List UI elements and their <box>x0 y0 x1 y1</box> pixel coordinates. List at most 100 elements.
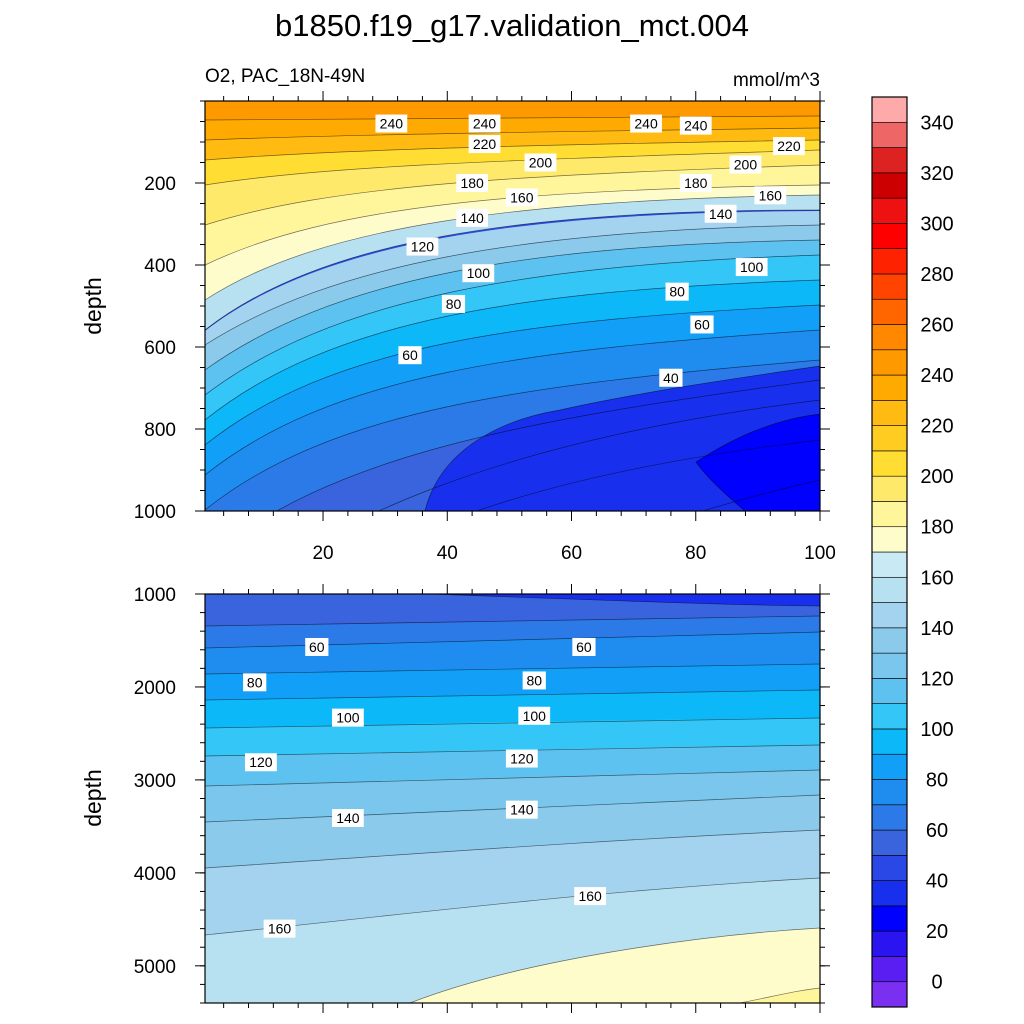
contour-label-text: 120 <box>411 239 435 255</box>
contour-line <box>695 413 820 511</box>
y-tick-label: 5000 <box>134 957 176 978</box>
contour-label-text: 100 <box>523 708 547 724</box>
colorbar-bin <box>871 324 908 351</box>
contour-label-text: 220 <box>777 138 801 154</box>
colorbar-bin <box>871 678 908 704</box>
contour-line <box>205 329 820 476</box>
colorbar-bin <box>871 400 908 426</box>
contour-line <box>205 224 820 346</box>
colorbar-bin <box>871 349 908 376</box>
colorbar-label: 140 <box>920 618 953 640</box>
colorbar-bin <box>871 753 908 780</box>
colorbar-label: 0 <box>931 972 942 994</box>
contour-label: 180 <box>679 174 712 192</box>
contour-line <box>276 379 820 511</box>
contour-label-box <box>456 208 489 227</box>
contour-label-text: 240 <box>380 116 404 132</box>
contour-label: 160 <box>263 919 296 938</box>
contour-label-box <box>331 809 364 828</box>
contour-label-box <box>406 237 439 256</box>
contour-label-text: 160 <box>759 187 783 203</box>
contour-label-box <box>331 708 364 727</box>
colorbar-bin <box>871 703 908 730</box>
contour-fill <box>205 240 820 395</box>
contour-label: 80 <box>243 673 267 692</box>
contour-label-text: 220 <box>473 136 497 152</box>
contour-label-text: 240 <box>684 118 708 134</box>
variable-region-label: O2, PAC_18N-49N <box>205 66 365 87</box>
colorbar-bin <box>871 172 908 199</box>
colorbar-bin <box>871 829 908 856</box>
contour-label: 100 <box>331 708 364 727</box>
contour-label-box <box>468 135 501 154</box>
colorbar-label: 40 <box>926 871 948 893</box>
contour-line <box>205 209 820 331</box>
contour-line <box>475 439 820 511</box>
colorbar-bin <box>871 450 908 477</box>
contour-label: 240 <box>375 114 408 133</box>
y-tick-label: 800 <box>144 420 176 441</box>
y-tick-label: 4000 <box>134 864 176 885</box>
colorbar-label: 240 <box>920 365 953 387</box>
contour-label-box <box>505 749 538 768</box>
colorbar-bin <box>871 880 908 907</box>
contour-label: 160 <box>505 188 538 207</box>
contour-fill <box>696 414 820 511</box>
contour-label: 40 <box>659 368 683 387</box>
contour-label-box <box>704 204 737 223</box>
colorbar-bin <box>871 956 908 983</box>
colorbar-label: 320 <box>920 163 953 185</box>
contour-label-box <box>398 346 422 365</box>
contour-label-box <box>574 887 607 906</box>
colorbar-bin <box>871 804 908 831</box>
contour-label: 100 <box>735 258 768 277</box>
contour-label-box <box>729 155 762 174</box>
colorbar-label: 60 <box>926 820 948 842</box>
x-tick-label: 80 <box>685 543 706 564</box>
contour-label: 60 <box>398 346 422 365</box>
contour-fill <box>205 280 820 445</box>
contour-label-text: 240 <box>634 116 658 132</box>
contour-label-text: 140 <box>709 206 733 222</box>
contour-label-box <box>659 368 683 387</box>
colorbar-label: 20 <box>926 921 948 943</box>
contour-label-text: 160 <box>578 888 602 904</box>
contour-label-text: 60 <box>309 639 325 655</box>
contour-label-text: 80 <box>669 284 685 300</box>
lower-contour-labels: 60 60 80 80 100 100 120 120 140 140 160 160 <box>243 637 607 938</box>
contour-label: 240 <box>630 114 662 133</box>
x-tick-label: 60 <box>561 543 582 564</box>
contour-label-text: 60 <box>694 316 710 332</box>
contour-label-text: 100 <box>336 710 360 726</box>
x-tick-label: 20 <box>312 543 333 564</box>
contour-label: 80 <box>522 671 546 690</box>
contour-line <box>205 164 820 226</box>
colorbar-bin <box>871 223 908 249</box>
contour-label: 80 <box>665 282 689 301</box>
contour-label-box <box>505 188 538 207</box>
y-tick-label: 200 <box>144 174 176 195</box>
contour-label-box <box>524 153 557 172</box>
contour-label-text: 140 <box>336 810 360 826</box>
contour-label: 180 <box>456 174 489 192</box>
contour-label: 220 <box>773 137 805 156</box>
colorbar-bin <box>871 96 908 123</box>
contour-label-text: 80 <box>526 672 542 688</box>
contour-line <box>205 149 820 186</box>
upper-y-axis-label: depth <box>80 277 106 335</box>
chart-title: b1850.f19_g17.validation_mct.004 <box>275 8 749 43</box>
contour-line <box>205 689 820 701</box>
contour-fill <box>205 211 820 345</box>
y-tick-label: 400 <box>144 256 176 277</box>
lower-y-axis-label: depth <box>80 769 106 827</box>
contour-fill <box>205 101 820 120</box>
contour-label: 120 <box>505 749 538 768</box>
contour-line <box>378 399 820 511</box>
colorbar-label: 200 <box>920 466 953 488</box>
contour-label: 160 <box>754 186 787 205</box>
colorbar-label: 260 <box>920 315 953 337</box>
y-tick-label: 1000 <box>134 585 176 606</box>
contour-label-box <box>305 637 329 656</box>
